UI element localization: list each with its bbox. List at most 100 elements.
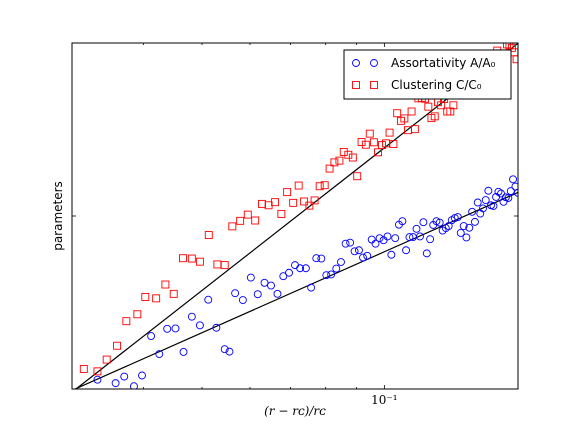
data-point-clustering xyxy=(393,109,402,118)
data-point-assortativity xyxy=(426,235,435,244)
data-point-assortativity xyxy=(279,272,288,281)
data-point-assortativity xyxy=(350,247,359,256)
data-point-assortativity xyxy=(267,281,275,290)
data-point-assortativity xyxy=(470,217,479,226)
data-point-assortativity xyxy=(212,323,221,332)
data-point-assortativity xyxy=(473,198,482,207)
data-point-assortativity xyxy=(383,232,392,241)
data-point-assortativity xyxy=(363,251,372,260)
data-point-assortativity xyxy=(391,234,400,243)
data-point-clustering xyxy=(369,138,378,147)
data-point-assortativity xyxy=(307,283,316,292)
data-point-assortativity xyxy=(456,229,465,237)
data-point-assortativity xyxy=(509,175,517,184)
data-point-clustering xyxy=(374,148,382,157)
data-point-assortativity xyxy=(111,379,120,388)
data-point-assortativity xyxy=(130,382,138,389)
data-point-clustering xyxy=(512,55,518,64)
data-point-clustering xyxy=(310,196,319,205)
data-point-assortativity xyxy=(459,222,468,230)
legend-entry-clustering: Clustering C/C₀ xyxy=(352,78,482,92)
legend-marker-circle xyxy=(352,59,360,67)
data-point-assortativity xyxy=(402,246,411,255)
data-point-clustering xyxy=(385,128,394,137)
data-point-assortativity xyxy=(225,347,234,356)
x-axis-label: (r − rᴄ)/rᴄ xyxy=(264,404,326,418)
data-point-clustering xyxy=(348,153,357,162)
data-point-clustering xyxy=(93,367,102,376)
data-point-assortativity xyxy=(337,258,345,266)
data-point-assortativity xyxy=(371,239,380,248)
data-point-clustering xyxy=(220,261,229,270)
data-point-assortativity xyxy=(260,278,269,287)
legend-label-clustering: Clustering C/C₀ xyxy=(391,78,482,92)
data-point-clustering xyxy=(430,112,439,121)
data-point-clustering xyxy=(505,43,514,50)
data-point-clustering xyxy=(353,172,362,181)
legend-marker-circle xyxy=(370,59,378,67)
data-point-assortativity xyxy=(179,348,188,356)
data-point-clustering xyxy=(335,156,344,165)
data-point-clustering xyxy=(449,101,458,110)
data-point-clustering xyxy=(251,216,260,225)
data-point-assortativity xyxy=(147,332,156,341)
data-point-clustering xyxy=(228,222,237,231)
data-point-assortativity xyxy=(465,223,474,232)
data-point-assortativity xyxy=(387,250,396,259)
data-point-assortativity xyxy=(506,187,515,196)
data-point-assortativity xyxy=(231,289,240,298)
data-point-assortativity xyxy=(171,324,180,333)
data-point-clustering xyxy=(365,129,374,138)
data-point-assortativity xyxy=(484,186,493,195)
legend-marker-square xyxy=(352,81,360,89)
data-point-clustering xyxy=(133,310,142,319)
data-point-assortativity xyxy=(419,218,428,227)
data-point-assortativity xyxy=(422,249,431,258)
data-point-clustering xyxy=(178,254,187,263)
data-point-clustering xyxy=(236,216,245,225)
data-point-clustering xyxy=(344,150,353,159)
data-point-assortativity xyxy=(138,371,146,380)
data-point-clustering xyxy=(410,125,419,134)
data-point-assortativity xyxy=(187,312,196,321)
data-point-clustering xyxy=(361,140,370,149)
data-point-clustering xyxy=(507,43,516,52)
data-point-assortativity xyxy=(355,246,363,255)
data-point-assortativity xyxy=(322,271,331,280)
data-point-assortativity xyxy=(499,197,508,206)
data-point-assortativity xyxy=(416,232,424,241)
data-point-clustering xyxy=(289,198,298,207)
data-point-clustering xyxy=(378,141,386,150)
data-point-clustering xyxy=(79,364,88,373)
data-point-clustering xyxy=(300,197,309,206)
data-point-assortativity xyxy=(332,264,341,273)
data-point-clustering xyxy=(152,294,161,303)
data-point-clustering xyxy=(357,138,366,146)
legend-marker-square xyxy=(370,81,378,89)
data-point-assortativity xyxy=(504,194,513,202)
data-point-clustering xyxy=(277,209,286,218)
data-point-assortativity xyxy=(435,218,444,227)
data-point-assortativity xyxy=(398,217,407,226)
data-point-clustering xyxy=(195,257,204,266)
data-point-assortativity xyxy=(93,375,102,384)
data-point-assortativity xyxy=(453,213,462,221)
data-point-assortativity xyxy=(204,295,213,304)
data-point-clustering xyxy=(389,140,398,148)
data-point-assortativity xyxy=(359,253,367,262)
data-point-assortativity xyxy=(497,189,505,198)
data-point-assortativity xyxy=(327,270,336,279)
x-tick-label: 10⁻¹ xyxy=(371,393,397,407)
data-point-assortativity xyxy=(462,233,471,242)
data-point-clustering xyxy=(294,181,303,190)
data-point-clustering xyxy=(169,289,178,298)
data-point-assortativity xyxy=(346,238,355,247)
data-point-assortativity xyxy=(285,268,293,277)
data-point-assortativity xyxy=(312,254,321,263)
data-point-clustering xyxy=(187,254,196,263)
data-point-clustering xyxy=(320,181,329,190)
data-point-assortativity xyxy=(479,204,487,213)
data-point-clustering xyxy=(437,101,446,110)
plot-background xyxy=(72,43,518,389)
